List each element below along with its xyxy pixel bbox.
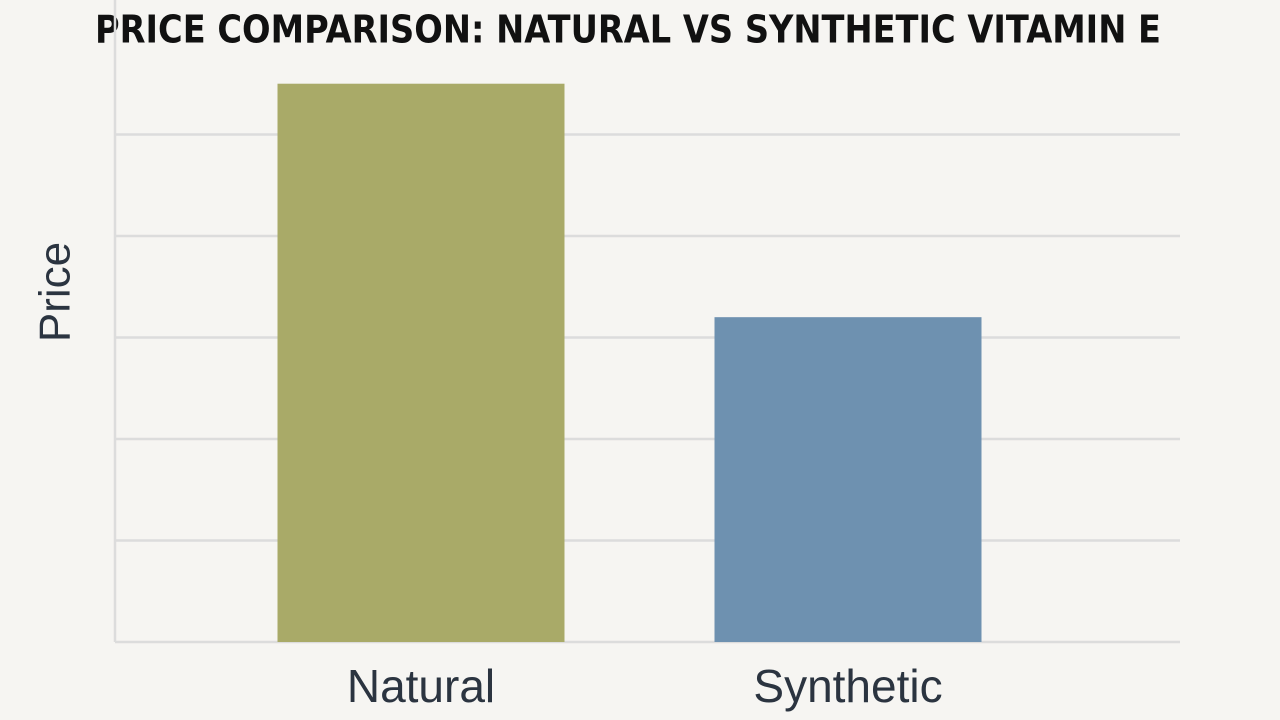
bar <box>714 317 982 642</box>
bar <box>277 83 565 642</box>
y-axis-label: Price <box>31 242 80 342</box>
x-tick-label: Synthetic <box>753 660 942 712</box>
chart-title: PRICE COMPARISON: NATURAL VS SYNTHETIC V… <box>95 8 1161 52</box>
x-tick-label: Natural <box>347 660 495 712</box>
